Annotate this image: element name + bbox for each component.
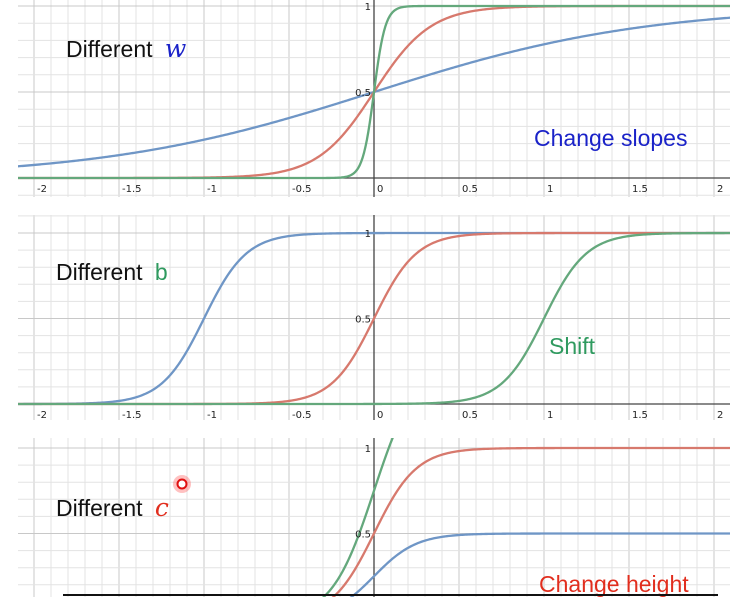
y-tick-label: 1 bbox=[365, 229, 371, 240]
panel-title-prefix: Different bbox=[66, 36, 153, 62]
panel-annotation: Shift bbox=[549, 333, 596, 359]
x-tick-label: -1 bbox=[207, 410, 217, 421]
series-group bbox=[322, 438, 730, 597]
chart-panel-different-b: -2 -1.5 -1 -0.5 0 0.5 1 1.5 2 0.5 1 Different b Sh… bbox=[18, 215, 730, 421]
x-tick-label: 1 bbox=[547, 184, 553, 195]
series-line-green bbox=[322, 438, 394, 597]
panel-annotation: Change slopes bbox=[534, 125, 687, 151]
x-tick-label: -0.5 bbox=[292, 410, 312, 421]
series-line-blue bbox=[349, 532, 730, 597]
panel-title: Different w bbox=[66, 34, 186, 63]
x-tick-label: 2 bbox=[717, 410, 723, 421]
x-tick-label: 0.5 bbox=[462, 410, 478, 421]
x-tick-label: -2 bbox=[37, 410, 47, 421]
panel-title-variable: b bbox=[155, 259, 168, 285]
x-tick-label: 1.5 bbox=[632, 410, 648, 421]
series-line-green bbox=[18, 4, 730, 180]
x-tick-label: -1.5 bbox=[122, 410, 142, 421]
y-tick-label: 0.5 bbox=[355, 530, 371, 541]
cursor-dot bbox=[176, 478, 188, 490]
chart-panel-different-c: 0.51 Different c Change height bbox=[18, 438, 730, 597]
panel-title-prefix: Different bbox=[56, 495, 143, 521]
series-group bbox=[18, 231, 730, 406]
x-tick-label: 0.5 bbox=[462, 184, 478, 195]
y-tick-label: 0.5 bbox=[355, 88, 371, 99]
y-tick-label: 0.5 bbox=[355, 315, 371, 326]
panel-title-prefix: Different bbox=[56, 259, 143, 285]
x-tick-label: 0 bbox=[377, 410, 383, 421]
panel-title: Different c bbox=[56, 493, 169, 522]
series-line-green bbox=[18, 231, 730, 406]
series-line-red bbox=[331, 446, 730, 597]
chart-panel-different-w: -2 -1.5 -1 -0.5 0 0.5 1 1.5 2 0.5 1 Different w Ch… bbox=[18, 0, 730, 197]
tick-labels: -2 -1.5 -1 -0.5 0 0.5 1 1.5 2 0.5 1 bbox=[37, 229, 723, 421]
cursor-marker bbox=[173, 475, 191, 493]
x-tick-label: 2 bbox=[717, 184, 723, 195]
x-tick-label: 1.5 bbox=[632, 184, 648, 195]
x-tick-label: -1 bbox=[207, 184, 217, 195]
x-tick-label: -0.5 bbox=[292, 184, 312, 195]
x-tick-label: -1.5 bbox=[122, 184, 142, 195]
panel-title-variable: w bbox=[165, 34, 186, 63]
tick-labels: 0.51 bbox=[355, 444, 371, 541]
x-tick-label: 1 bbox=[547, 410, 553, 421]
x-tick-label: -2 bbox=[37, 184, 47, 195]
y-tick-label: 1 bbox=[365, 2, 371, 13]
x-tick-label: 0 bbox=[377, 184, 383, 195]
panel-title-variable: c bbox=[155, 493, 169, 522]
series-group bbox=[18, 4, 730, 180]
panel-annotation: Change height bbox=[539, 571, 689, 597]
y-tick-label: 1 bbox=[365, 444, 371, 455]
tick-labels: -2 -1.5 -1 -0.5 0 0.5 1 1.5 2 0.5 1 bbox=[37, 2, 723, 195]
panel-title: Different b bbox=[56, 259, 168, 285]
